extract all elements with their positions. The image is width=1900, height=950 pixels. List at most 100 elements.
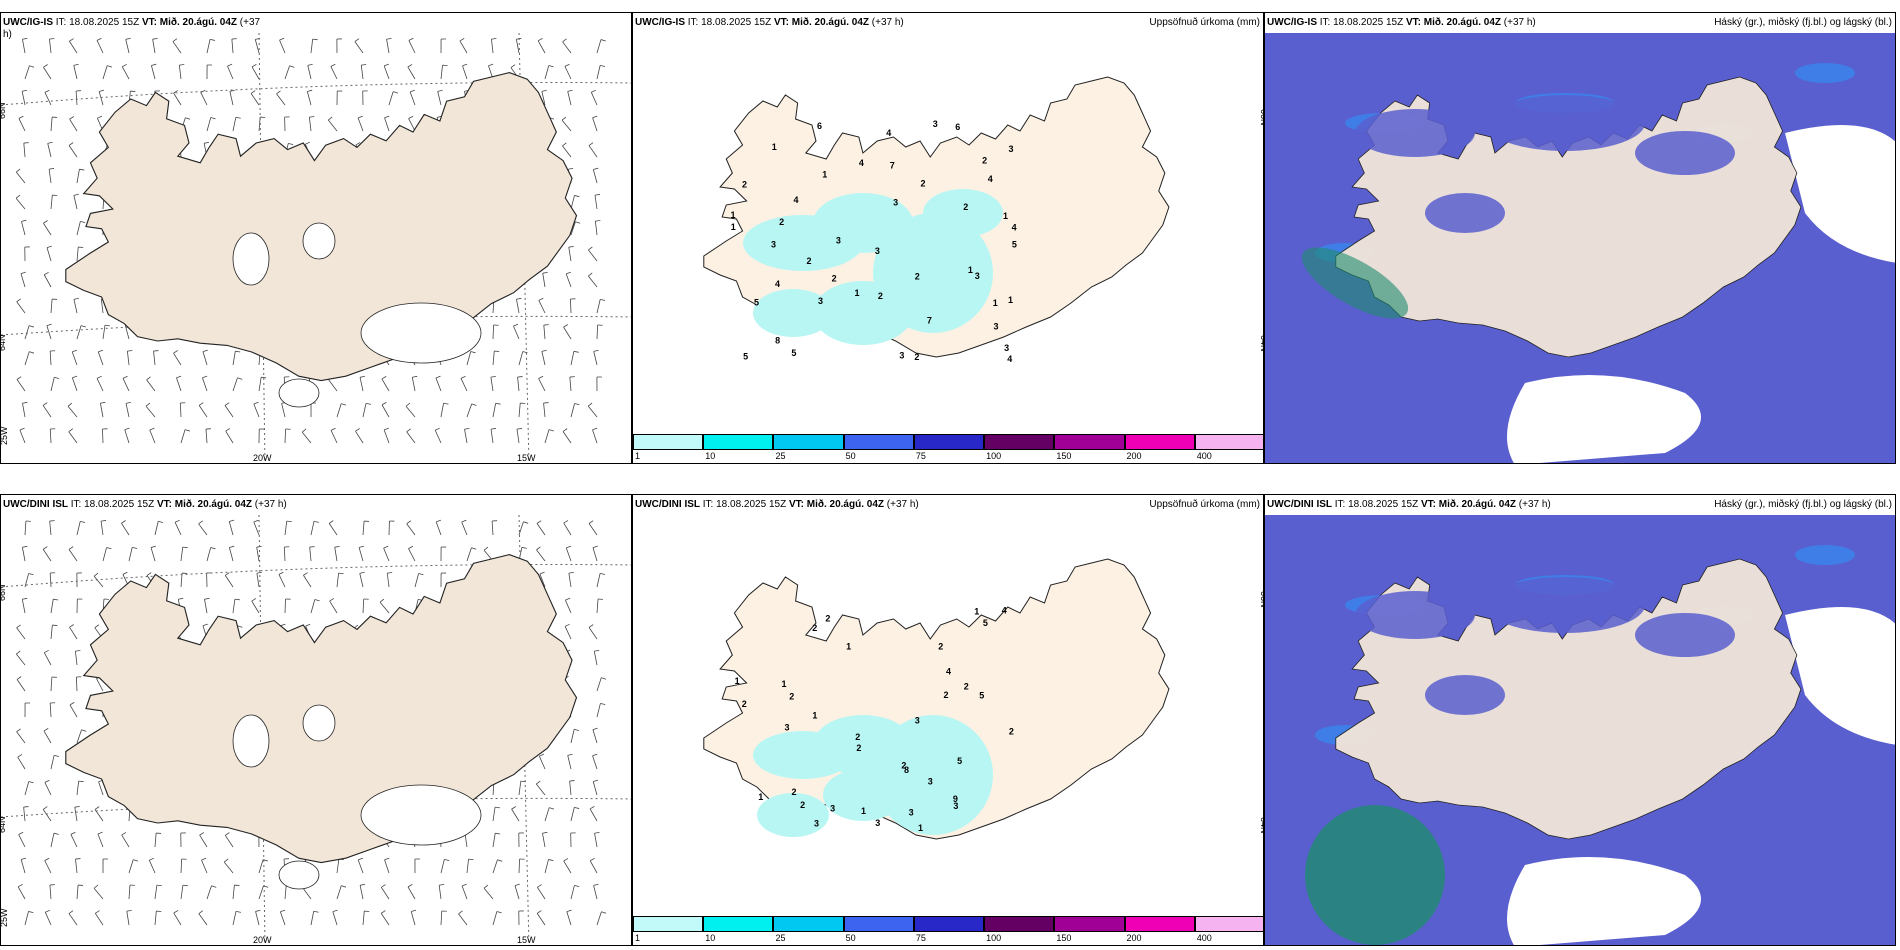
valid-time: VT: Mið. 20.ágú. 04Z [156,499,252,510]
wind-barb [258,859,264,874]
wind-barb-flag [22,89,28,92]
wind-barb [492,351,495,366]
wind-barb [73,195,78,210]
wind-barb-flag [360,883,366,886]
lat-line-66n [1,563,631,588]
wind-barb [593,651,598,666]
wind-barb-flag [538,375,544,379]
wind-barb [362,403,367,418]
wind-barb [380,887,390,900]
wind-barb-flag [46,323,52,326]
wind-barb [50,377,55,392]
wind-barb-flag [16,728,21,733]
precip-value: 3 [830,804,835,814]
wind-barb [201,859,208,874]
wind-barb [180,858,183,874]
wind-barb-flag [94,624,100,629]
wind-barb [50,625,53,640]
precip-value: 4 [1002,606,1007,616]
wind-barb [596,65,601,80]
precip-value: 1 [730,210,735,220]
wind-barb [383,429,390,444]
wind-barb-flag [204,597,210,600]
wind-barb-flag [328,520,334,524]
lat-label-64n: 64N [1,816,7,833]
wind-barb [228,521,234,536]
wind-barb [466,859,469,874]
wind-map: 66N 64N 25W 20W 15W [1,32,631,463]
wind-barb-flag [562,428,568,432]
wind-barb-flag [22,545,28,548]
precip-value: 2 [800,800,805,810]
wind-barb [279,911,286,926]
precip-map: 1124312312432353216437843657335434215241… [703,76,1263,364]
precip-value: 4 [775,279,780,289]
valid-time: VT: Mið. 20.ágú. 04Z [788,499,884,510]
wind-barb [596,599,599,614]
panel-header: UWC/IG-IS IT: 18.08.2025 15Z VT: Mið. 20… [635,17,904,28]
wind-barb-flag [146,376,151,381]
wind-barb [307,65,312,80]
wind-barb [24,65,30,80]
wind-barb [174,522,182,536]
wind-barb-flag [574,195,580,198]
wind-barb-flag [286,520,292,523]
precip-area [753,289,833,337]
wind-barb [310,911,315,926]
cloud-over-land [1425,193,1505,233]
wind-barb-flag [150,545,156,548]
wind-barb [596,677,602,692]
wind-barb [405,405,416,418]
wind-barb-flag [68,428,73,433]
wind-barb-flag [97,115,103,119]
precip-value: 3 [771,240,776,250]
wind-barb [309,547,312,562]
colorbar-swatch [843,434,914,450]
precip-value: 2 [938,641,943,651]
wind-barb-flag [483,546,489,551]
wind-barb-flag [199,832,205,836]
wind-barb [332,911,338,926]
wind-barb-flag [107,65,113,68]
wind-barb-flag [383,427,389,431]
wind-barb [568,247,572,262]
wind-barb [327,119,338,132]
wind-barb [145,405,156,418]
wind-barb-flag [458,910,463,915]
wind-barb-flag [28,325,34,328]
wind-barb [251,600,260,614]
wind-barb [564,66,572,80]
init-time: IT: 18.08.2025 15Z [687,17,772,28]
wind-barb [492,859,498,874]
wind-barb-flag [365,402,371,405]
wind-barb-flag [566,909,572,913]
lon-label-25w: 25W [1,426,9,445]
precip-value: 3 [814,819,819,829]
wind-barb-flag [68,142,74,146]
wind-barb [386,39,390,54]
wind-barb-flag [125,37,131,40]
wind-barb-flag [379,598,385,603]
wind-barb [592,781,598,796]
precip-value: 4 [1012,223,1017,233]
wind-barb [50,833,55,848]
wind-barb [354,41,364,54]
glacier [302,704,336,742]
wind-barb-flag [307,63,313,66]
wind-barb [515,39,520,54]
wind-barb [43,223,52,236]
wind-barb-flag [288,143,294,145]
precip-value: 3 [836,236,841,246]
colorbar-swatch [1054,434,1125,450]
wind-barb-flag [124,427,130,431]
wind-barb-flag [21,219,27,222]
wind-barb-flag [592,545,598,548]
wind-barb-flag [355,142,361,146]
wind-barb-flag [182,546,188,549]
panel-title: Uppsöfnuð úrkoma (mm) [1149,17,1260,28]
wind-barb [15,197,26,210]
wind-barb [44,92,52,106]
precip-value: 1 [861,806,866,816]
wind-barb-flag [301,428,307,433]
wind-barb-flag [411,909,417,912]
